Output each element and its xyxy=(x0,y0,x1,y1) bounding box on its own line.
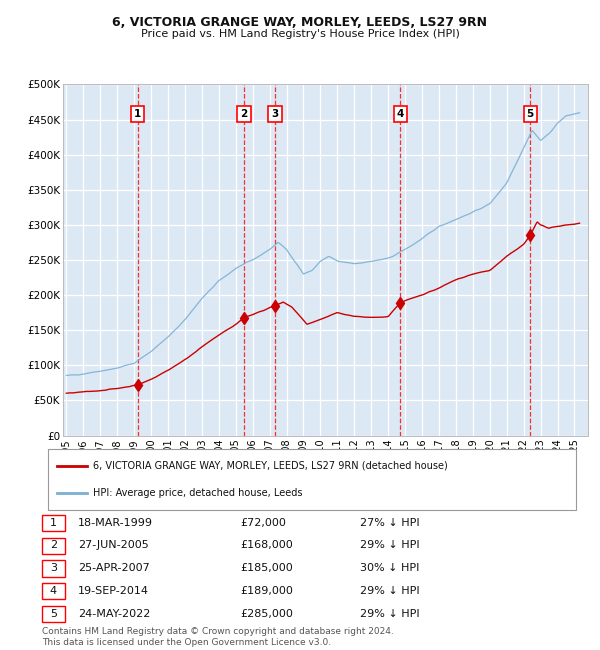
Text: 6, VICTORIA GRANGE WAY, MORLEY, LEEDS, LS27 9RN: 6, VICTORIA GRANGE WAY, MORLEY, LEEDS, L… xyxy=(113,16,487,29)
Text: 3: 3 xyxy=(271,109,278,120)
Text: 29% ↓ HPI: 29% ↓ HPI xyxy=(360,540,419,551)
Text: 3: 3 xyxy=(50,563,57,573)
Text: 18-MAR-1999: 18-MAR-1999 xyxy=(78,517,153,528)
Text: £185,000: £185,000 xyxy=(240,563,293,573)
Text: 27-JUN-2005: 27-JUN-2005 xyxy=(78,540,149,551)
Text: 1: 1 xyxy=(50,517,57,528)
Text: 24-MAY-2022: 24-MAY-2022 xyxy=(78,608,151,619)
Text: £189,000: £189,000 xyxy=(240,586,293,596)
Text: 19-SEP-2014: 19-SEP-2014 xyxy=(78,586,149,596)
Text: £285,000: £285,000 xyxy=(240,608,293,619)
Text: 2: 2 xyxy=(50,540,57,551)
Text: Contains HM Land Registry data © Crown copyright and database right 2024.
This d: Contains HM Land Registry data © Crown c… xyxy=(42,627,394,647)
Text: £168,000: £168,000 xyxy=(240,540,293,551)
Text: 29% ↓ HPI: 29% ↓ HPI xyxy=(360,608,419,619)
Text: Price paid vs. HM Land Registry's House Price Index (HPI): Price paid vs. HM Land Registry's House … xyxy=(140,29,460,39)
Text: 30% ↓ HPI: 30% ↓ HPI xyxy=(360,563,419,573)
Text: 4: 4 xyxy=(397,109,404,120)
Text: 27% ↓ HPI: 27% ↓ HPI xyxy=(360,517,419,528)
Text: HPI: Average price, detached house, Leeds: HPI: Average price, detached house, Leed… xyxy=(93,488,302,498)
Text: 5: 5 xyxy=(50,608,57,619)
Text: 6, VICTORIA GRANGE WAY, MORLEY, LEEDS, LS27 9RN (detached house): 6, VICTORIA GRANGE WAY, MORLEY, LEEDS, L… xyxy=(93,461,448,471)
Text: 1: 1 xyxy=(134,109,142,120)
Text: 2: 2 xyxy=(241,109,248,120)
Text: 25-APR-2007: 25-APR-2007 xyxy=(78,563,150,573)
Text: 4: 4 xyxy=(50,586,57,596)
Text: £72,000: £72,000 xyxy=(240,517,286,528)
Text: 5: 5 xyxy=(527,109,534,120)
Text: 29% ↓ HPI: 29% ↓ HPI xyxy=(360,586,419,596)
